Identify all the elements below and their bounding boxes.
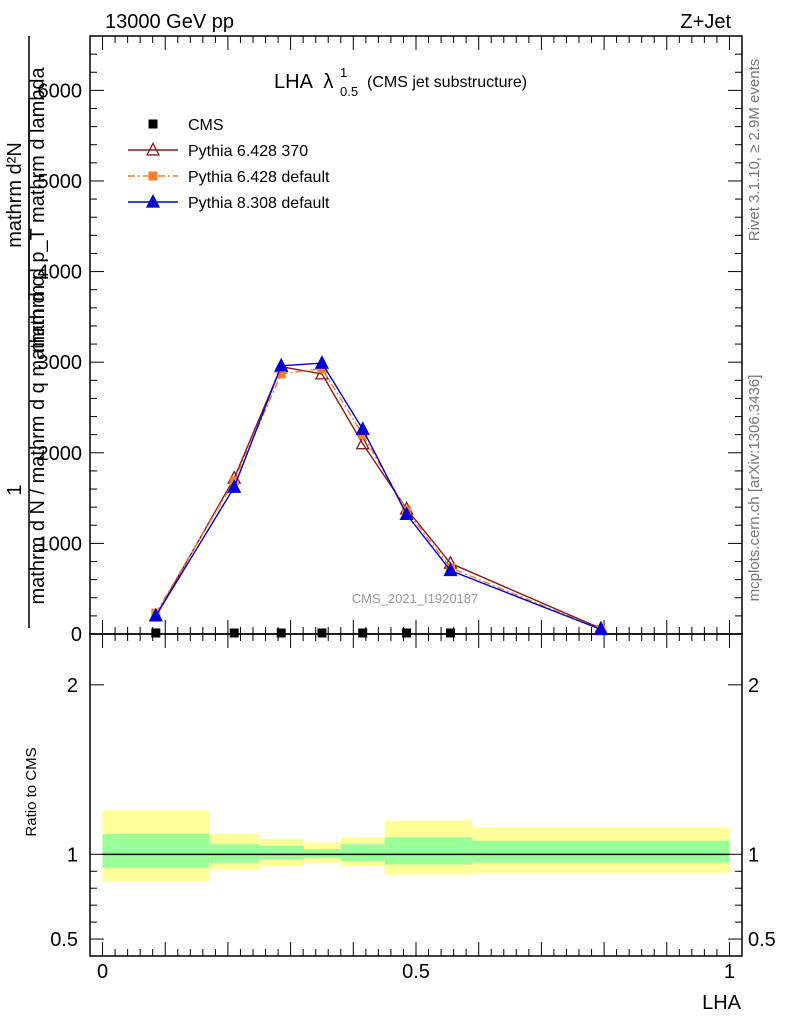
ylabel-inner-numerator: mathrm d²N bbox=[4, 142, 26, 248]
series-line bbox=[155, 362, 602, 631]
data-point bbox=[276, 369, 286, 379]
y-tick-label: 2000 bbox=[38, 443, 83, 465]
y-tick-label: 3000 bbox=[38, 352, 83, 374]
plot-title: LHA λ 1 0.5 (CMS jet substructure) bbox=[274, 65, 527, 99]
ratio-band-inner bbox=[209, 844, 260, 863]
legend-marker bbox=[148, 171, 158, 181]
data-point bbox=[317, 628, 327, 638]
legend-marker bbox=[145, 141, 161, 156]
ratio-frame bbox=[89, 633, 743, 957]
x-tick-label: 1 bbox=[724, 961, 735, 983]
data-point bbox=[274, 357, 289, 372]
ratio-y-tick-label-left: 2 bbox=[67, 675, 78, 697]
y-tick-label: 0 bbox=[71, 624, 82, 646]
main-axes: 0 1000 2000 3000 4000 5000 6000 bbox=[38, 35, 743, 646]
ratio-axes: 0 0.5 1 0.5 0.5 1 1 2 2 bbox=[50, 633, 776, 983]
ylabel-outer-denominator: mathrm d N / mathrm d q mathrm d q bbox=[27, 276, 49, 605]
y-tick-label: 6000 bbox=[38, 80, 83, 102]
data-point bbox=[227, 479, 242, 493]
legend-marker bbox=[145, 193, 161, 208]
main-y-axis-label: mathrm d²N mathrm d p_T mathrm d lambda … bbox=[4, 36, 49, 628]
ratio-band-inner bbox=[303, 849, 341, 858]
data-point bbox=[314, 355, 330, 369]
data-point bbox=[151, 628, 161, 638]
data-point bbox=[399, 506, 414, 520]
series-line bbox=[155, 365, 602, 630]
data-point bbox=[276, 628, 286, 638]
header-energy: 13000 GeV pp bbox=[105, 11, 234, 33]
data-point bbox=[355, 435, 370, 450]
legend-label: CMS bbox=[188, 117, 224, 134]
ratio-y-tick-label-right: 0.5 bbox=[748, 929, 776, 951]
legend-label: Pythia 8.308 default bbox=[188, 195, 330, 212]
svg-text:LHA λ: LHA λ bbox=[274, 71, 333, 93]
ratio-plot-area bbox=[102, 810, 730, 882]
y-tick-label: 5000 bbox=[38, 171, 83, 193]
x-tick-label: 0.5 bbox=[402, 961, 430, 983]
ylabel-inner-denominator: mathrm d p_T mathrm d lambda bbox=[27, 66, 49, 352]
analysis-watermark: CMS_2021_I1920187 bbox=[352, 591, 479, 606]
ratio-y-tick-label-right: 1 bbox=[748, 844, 759, 866]
plot-title-main: LHA bbox=[274, 71, 314, 93]
series-3 bbox=[148, 355, 609, 636]
ratio-y-tick-label-left: 0.5 bbox=[50, 929, 78, 951]
x-axis-label: LHA bbox=[702, 992, 742, 1014]
data-point bbox=[358, 628, 368, 638]
y-tick-label: 1000 bbox=[38, 533, 83, 555]
x-tick-label: 0 bbox=[97, 961, 108, 983]
plot-title-sup: 1 bbox=[340, 65, 347, 80]
ratio-band-inner bbox=[340, 844, 385, 862]
ratio-y-tick-label-right: 2 bbox=[748, 675, 759, 697]
data-point bbox=[593, 621, 609, 636]
mcplots-label: mcplots.cern.ch [arXiv:1306.3436] bbox=[746, 375, 763, 602]
data-point bbox=[445, 628, 455, 638]
legend: CMS Pythia 6.428 370 Pythia 6.428 default P… bbox=[128, 117, 330, 212]
ratio-band-inner bbox=[102, 833, 210, 868]
data-point bbox=[402, 628, 412, 638]
ratio-y-tick-label-left: 1 bbox=[67, 844, 78, 866]
legend-marker bbox=[148, 119, 158, 129]
data-point bbox=[148, 607, 163, 622]
ratio-y-axis-label: Ratio to CMS bbox=[23, 747, 40, 836]
rivet-version-label: Rivet 3.1.10, ≥ 2.9M events bbox=[746, 59, 763, 242]
legend-label: Pythia 6.428 default bbox=[188, 169, 330, 186]
ratio-band-inner bbox=[472, 840, 730, 863]
ratio-band-inner bbox=[259, 845, 304, 860]
plot-subtitle: (CMS jet substructure) bbox=[367, 74, 527, 91]
series-0 bbox=[151, 628, 455, 638]
legend-label: Pythia 6.428 370 bbox=[188, 143, 308, 160]
header-process: Z+Jet bbox=[680, 11, 731, 33]
main-series bbox=[148, 355, 609, 638]
data-point bbox=[355, 421, 370, 435]
plot-title-sub: 0.5 bbox=[340, 84, 358, 99]
data-point bbox=[229, 628, 239, 638]
data-point bbox=[443, 562, 458, 577]
ylabel-outer-numerator: 1 bbox=[4, 484, 26, 495]
y-tick-label: 4000 bbox=[38, 262, 83, 284]
series-line bbox=[155, 367, 602, 631]
ratio-band-inner bbox=[384, 837, 473, 865]
